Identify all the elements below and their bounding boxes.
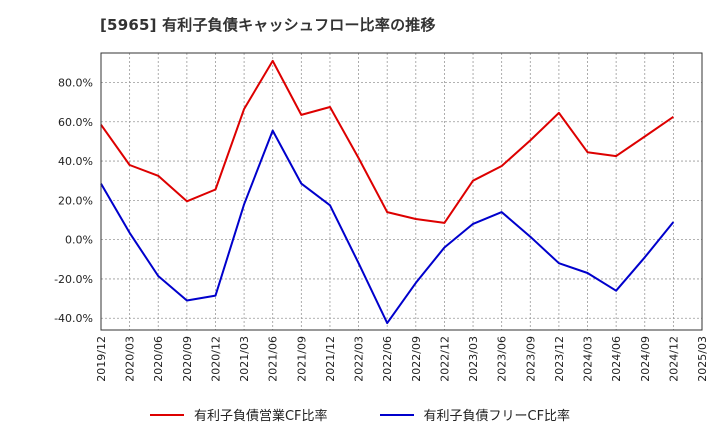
grid	[101, 53, 702, 330]
chart-title: [5965] 有利子負債キャッシュフロー比率の推移	[100, 16, 436, 34]
plot-area	[100, 52, 703, 331]
x-tick-label: 2024/06	[610, 336, 623, 382]
x-tick-label: 2023/12	[553, 336, 566, 382]
y-tick-label: -40.0%	[54, 312, 93, 325]
legend-label-operating-cf: 有利子負債営業CF比率	[193, 409, 328, 424]
legend-label-free-cf: 有利子負債フリーCF比率	[423, 409, 571, 424]
series-lines	[100, 59, 675, 325]
y-tick-label: 60.0%	[58, 116, 93, 129]
x-tick-label: 2022/12	[438, 336, 451, 382]
x-axis: 2019/12 2020/03 2020/06 2020/09 2020/12 2021/…	[95, 336, 709, 382]
x-tick-label: 2024/12	[667, 336, 680, 382]
x-tick-label: 2021/12	[324, 336, 337, 382]
y-tick-label: 40.0%	[58, 155, 93, 168]
x-tick-label: 2024/03	[582, 336, 595, 382]
y-tick-label: 80.0%	[58, 76, 93, 89]
legend-item-operating-cf: 有利子負債営業CF比率	[149, 405, 328, 424]
x-tick-label: 2020/06	[152, 336, 165, 382]
legend-item-free-cf: 有利子負債フリーCF比率	[379, 405, 571, 424]
legend-swatch-free-cf	[379, 413, 414, 416]
y-tick-label: 20.0%	[58, 194, 93, 207]
x-tick-label: 2020/03	[124, 336, 137, 382]
legend: 有利子負債営業CF比率 有利子負債フリーCF比率	[0, 405, 720, 424]
x-tick-label: 2025/03	[696, 336, 709, 382]
x-tick-label: 2024/09	[639, 336, 652, 382]
y-axis: -40.0% -20.0% 0.0% 20.0% 40.0% 60.0% 80.0%	[54, 76, 93, 325]
x-tick-label: 2022/06	[381, 336, 394, 382]
legend-swatch-operating-cf	[149, 413, 184, 416]
y-tick-label: 0.0%	[65, 234, 93, 247]
series-line-free-cf	[100, 129, 675, 325]
x-tick-label: 2019/12	[95, 336, 108, 382]
x-tick-label: 2021/06	[267, 336, 280, 382]
x-tick-label: 2020/12	[209, 336, 222, 382]
series-line-operating-cf	[100, 59, 674, 224]
x-tick-label: 2021/03	[238, 336, 251, 382]
x-tick-label: 2020/09	[181, 336, 194, 382]
x-tick-label: 2022/09	[410, 336, 423, 382]
x-tick-label: 2023/03	[467, 336, 480, 382]
y-tick-label: -20.0%	[54, 273, 93, 286]
x-tick-label: 2022/03	[353, 336, 366, 382]
x-tick-label: 2023/09	[524, 336, 537, 382]
x-tick-label: 2021/09	[295, 336, 308, 382]
x-tick-label: 2023/06	[496, 336, 509, 382]
